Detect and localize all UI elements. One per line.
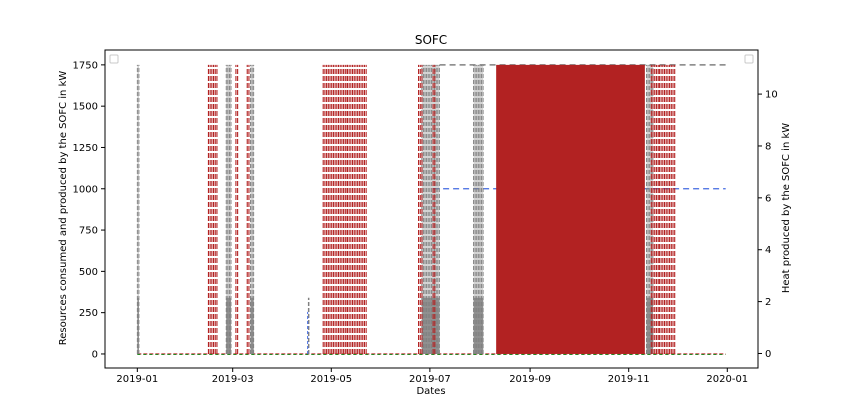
- gray-block-base: [646, 297, 653, 354]
- gray-block-fill: [226, 64, 232, 354]
- red-spike-group-9: [658, 64, 676, 354]
- legend-box-right: [744, 54, 754, 64]
- y-tick-label-right: 8: [765, 141, 771, 152]
- x-tick-label: 2019-07: [409, 374, 451, 385]
- gray-block-base: [250, 297, 254, 354]
- y-tick-label-right: 4: [765, 245, 771, 256]
- legend-box-left: [109, 54, 119, 64]
- plot-frame: [104, 49, 759, 369]
- gray-block-2: [225, 64, 232, 354]
- gray-block-fill: [137, 64, 139, 354]
- red-spike-group-7: [432, 64, 436, 354]
- plot-marks: [136, 64, 726, 355]
- x-axis: 2019-01 2019-03 2019-05 2019-07 2019-09 2019-…: [116, 368, 748, 385]
- y-tick-label-right: 0: [765, 349, 771, 360]
- gray-block-base: [473, 297, 484, 354]
- y-tick-label-left: 750: [79, 226, 98, 237]
- gray-block-1: [136, 64, 140, 354]
- red-spike-group-8: [650, 64, 659, 354]
- x-tick-label: 2020-01: [706, 374, 748, 385]
- y-tick-label-left: 250: [79, 308, 98, 319]
- x-tick-label: 2019-03: [212, 374, 254, 385]
- y-tick-label-right: 2: [765, 297, 771, 308]
- x-tick-label: 2019-05: [310, 374, 352, 385]
- y-tick-label-left: 1000: [73, 184, 98, 195]
- red-spike-group-3: [246, 64, 250, 354]
- chart-title: SOFC: [415, 33, 447, 47]
- y-tick-label-right: 6: [765, 193, 771, 204]
- y-tick-label-left: 1500: [73, 102, 98, 113]
- gray-block-3: [250, 64, 255, 354]
- red-spike-group-4: [322, 64, 348, 354]
- gray-block-base: [226, 297, 232, 354]
- red-spike-group-1: [207, 64, 218, 354]
- x-axis-label: Dates: [416, 386, 445, 397]
- y-tick-label-left: 1750: [73, 60, 98, 71]
- y-axis-label-right: Heat produced by the SOFC in kW: [781, 123, 792, 293]
- gray-block-6: [646, 64, 654, 354]
- gray-block-base: [421, 297, 440, 354]
- x-tick-label: 2019-01: [116, 374, 158, 385]
- gray-block-5: [473, 64, 484, 354]
- y-tick-label-left: 1250: [73, 143, 98, 154]
- y-axis-right: 0 2 4 6 8 10: [758, 90, 778, 360]
- red-spike-group-5: [346, 64, 367, 354]
- y-tick-label-left: 0: [92, 349, 98, 360]
- gray-block-base: [137, 297, 139, 354]
- x-tick-label: 2019-11: [608, 374, 650, 385]
- y-tick-label-right: 10: [765, 90, 778, 101]
- red-spike-group-6: [418, 64, 423, 354]
- gray-block-4: [421, 64, 440, 354]
- x-tick-label: 2019-09: [509, 374, 551, 385]
- red-dense-block: [496, 64, 645, 354]
- y-tick-label-left: 500: [79, 267, 98, 278]
- red-spike-group-2: [235, 64, 239, 354]
- y-axis-left: 0 250 500 750 1000 1250 1500 1750: [73, 60, 105, 360]
- y-axis-label-left: Resources consumed and produced by the S…: [58, 71, 69, 346]
